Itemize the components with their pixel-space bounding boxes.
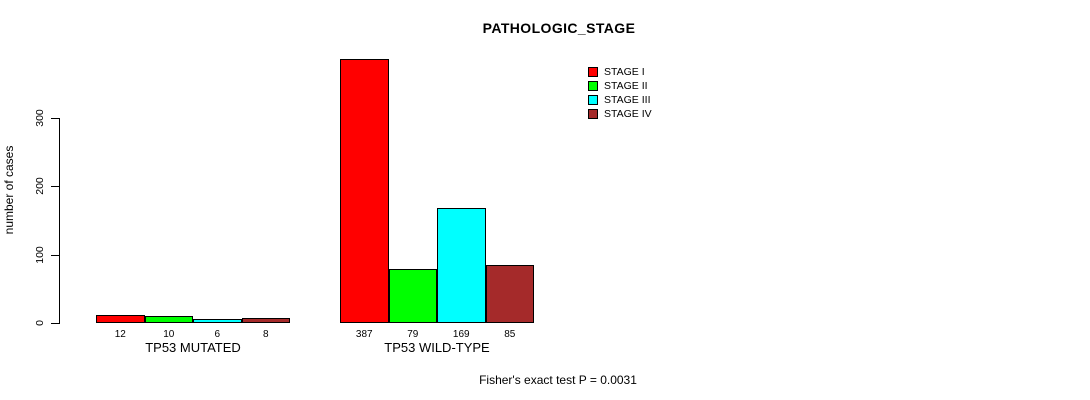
bar-value-label: 79	[407, 329, 419, 340]
legend-swatch-stage-iii	[588, 95, 598, 105]
bar-stage-iii	[193, 319, 242, 323]
bar-value-label: 387	[355, 329, 373, 340]
bar-value-label: 85	[504, 329, 516, 340]
y-tick-label: 100	[34, 246, 46, 264]
y-tick-label: 200	[34, 177, 46, 195]
legend-item-stage-iii: STAGE III	[588, 93, 652, 107]
legend-swatch-stage-i	[588, 67, 598, 77]
bar-value-label: 6	[214, 329, 221, 340]
y-axis-line	[59, 118, 60, 324]
bar-stage-ii	[388, 269, 437, 323]
bar-stage-iii	[437, 208, 486, 323]
x-group-label-tp53-mutated: TP53 MUTATED	[145, 340, 241, 355]
bar-stage-ii	[144, 316, 193, 323]
legend-item-stage-iv: STAGE IV	[588, 107, 652, 121]
y-tick-label: 300	[34, 109, 46, 127]
bar-stage-i	[96, 315, 145, 323]
bar-stage-iv	[485, 265, 534, 323]
fisher-test-annotation: Fisher's exact test P = 0.0031	[479, 373, 637, 387]
legend-swatch-stage-ii	[588, 81, 598, 91]
y-axis-tick	[51, 323, 59, 324]
y-axis-tick	[51, 186, 59, 187]
legend: STAGE I STAGE II STAGE III STAGE IV	[588, 65, 652, 121]
x-group-label-tp53-wild-type: TP53 WILD-TYPE	[384, 340, 490, 355]
legend-label: STAGE III	[604, 94, 651, 106]
legend-item-stage-i: STAGE I	[588, 65, 652, 79]
bar-stage-iv	[241, 318, 290, 323]
legend-label: STAGE IV	[604, 108, 652, 120]
bar-value-label: 169	[452, 329, 470, 340]
y-axis-label: number of cases	[2, 145, 16, 235]
legend-swatch-stage-iv	[588, 109, 598, 119]
bar-value-label: 12	[114, 329, 126, 340]
y-axis-tick	[51, 118, 59, 119]
legend-item-stage-ii: STAGE II	[588, 79, 652, 93]
legend-label: STAGE II	[604, 80, 648, 92]
legend-label: STAGE I	[604, 66, 645, 78]
chart-title: PATHOLOGIC_STAGE	[482, 20, 636, 36]
bar-stage-i	[340, 59, 389, 323]
bar-value-label: 10	[163, 329, 175, 340]
y-axis-tick	[51, 255, 59, 256]
y-tick-label: 0	[34, 320, 46, 326]
bar-value-label: 8	[262, 329, 269, 340]
